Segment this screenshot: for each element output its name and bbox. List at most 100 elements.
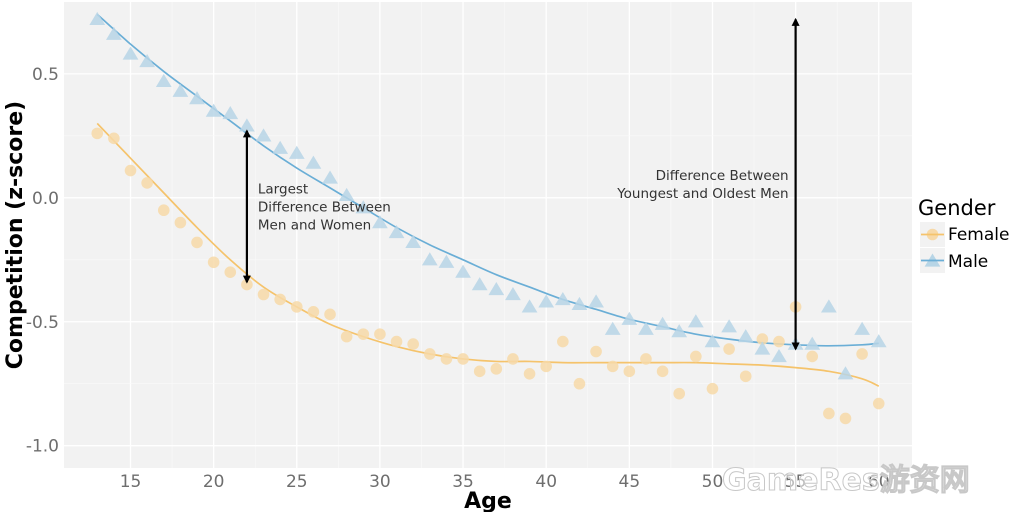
female-point bbox=[856, 348, 868, 360]
female-point bbox=[872, 397, 885, 410]
male-point bbox=[322, 170, 338, 184]
male-point bbox=[405, 234, 422, 249]
male-point bbox=[122, 46, 139, 60]
female-point bbox=[690, 350, 702, 363]
female-trend-line bbox=[96, 122, 880, 387]
male-point bbox=[737, 329, 754, 343]
annotation-text: Youngest and Oldest Men bbox=[616, 186, 788, 202]
x-tick-label: 45 bbox=[619, 472, 641, 492]
female-point bbox=[440, 353, 453, 365]
female-point bbox=[290, 301, 303, 313]
annotation-text: Men and Women bbox=[258, 217, 371, 233]
y-tick-label: -1.0 bbox=[26, 437, 59, 457]
male-point bbox=[272, 140, 289, 154]
male-point bbox=[155, 73, 172, 87]
female-point bbox=[656, 365, 669, 378]
female-point bbox=[424, 348, 436, 360]
male-point bbox=[604, 321, 621, 335]
female-point bbox=[839, 412, 852, 425]
male-point bbox=[388, 225, 405, 239]
male-point bbox=[288, 145, 305, 159]
male-point bbox=[255, 128, 272, 142]
female-point bbox=[557, 335, 569, 348]
female-point bbox=[257, 288, 270, 301]
female-point bbox=[374, 328, 386, 340]
x-tick-label: 60 bbox=[868, 472, 890, 492]
male-point bbox=[239, 118, 255, 132]
male-point bbox=[538, 294, 555, 308]
male-point bbox=[205, 103, 222, 117]
female-point bbox=[108, 132, 120, 145]
x-tick-label: 35 bbox=[452, 472, 474, 492]
female-point bbox=[174, 216, 187, 229]
gridlines bbox=[64, 2, 912, 468]
female-point bbox=[457, 353, 469, 365]
male-point bbox=[854, 321, 870, 335]
annotation-text: Largest bbox=[258, 181, 308, 197]
female-point bbox=[640, 353, 652, 365]
male-point bbox=[189, 91, 205, 105]
male-point bbox=[870, 334, 887, 348]
male-point bbox=[638, 321, 654, 335]
female-point bbox=[124, 164, 137, 177]
female-point bbox=[207, 256, 220, 269]
annotations: Largest Difference Between Men and Women Di… bbox=[242, 17, 800, 351]
axis-ticks: 15 20 25 30 35 40 45 50 55 60 0.5 0.0 -0.5 -1.0 bbox=[26, 65, 890, 492]
male-point bbox=[421, 252, 438, 266]
y-tick-label: 0.0 bbox=[32, 189, 59, 209]
male-point bbox=[455, 264, 471, 278]
x-axis-title: Age bbox=[464, 489, 512, 512]
female-point bbox=[340, 330, 353, 343]
male-point bbox=[621, 311, 638, 325]
annotation-text: Difference Between bbox=[656, 168, 789, 184]
x-tick-label: 30 bbox=[369, 472, 391, 492]
male-point bbox=[571, 296, 588, 311]
male-point bbox=[554, 291, 571, 306]
annotation-text: Difference Between bbox=[258, 199, 391, 215]
male-point bbox=[804, 336, 821, 350]
female-point bbox=[540, 360, 552, 373]
male-point bbox=[106, 26, 122, 40]
female-point bbox=[606, 360, 619, 373]
male-point bbox=[305, 155, 322, 169]
female-point bbox=[823, 407, 835, 420]
female-point bbox=[157, 204, 170, 217]
male-point bbox=[372, 215, 388, 229]
female-point bbox=[407, 338, 419, 350]
female-point bbox=[723, 343, 735, 355]
x-tick-label: 25 bbox=[286, 472, 308, 492]
male-point bbox=[355, 200, 372, 214]
legend-label-female: Female bbox=[948, 225, 1009, 245]
x-tick-label: 15 bbox=[120, 472, 142, 492]
female-point bbox=[324, 308, 336, 321]
female-point bbox=[307, 306, 320, 318]
legend-male-marker bbox=[921, 253, 944, 267]
female-point bbox=[773, 335, 785, 348]
male-point bbox=[654, 316, 671, 330]
female-point bbox=[523, 368, 536, 380]
female-point bbox=[673, 387, 686, 400]
male-point bbox=[338, 187, 355, 201]
watermark: GameRes游资网 bbox=[722, 463, 970, 498]
female-point bbox=[623, 365, 636, 378]
x-tick-label: 50 bbox=[702, 472, 724, 492]
y-tick-label: 0.5 bbox=[32, 65, 59, 85]
male-point bbox=[771, 348, 787, 363]
female-point bbox=[490, 363, 503, 375]
male-point bbox=[704, 334, 721, 348]
male-point bbox=[820, 299, 837, 313]
female-point bbox=[357, 328, 370, 340]
legend: Gender Female Male bbox=[918, 196, 1009, 273]
male-point bbox=[721, 319, 737, 333]
male-point bbox=[438, 254, 455, 268]
male-point bbox=[687, 314, 704, 328]
male-point bbox=[139, 53, 156, 68]
x-tick-label: 55 bbox=[785, 472, 807, 492]
female-point bbox=[141, 177, 153, 189]
male-point bbox=[471, 277, 488, 291]
female-point bbox=[590, 345, 602, 358]
female-point bbox=[473, 365, 486, 378]
x-tick-label: 40 bbox=[535, 472, 557, 492]
y-axis-title: Competition (z-score) bbox=[3, 101, 28, 369]
